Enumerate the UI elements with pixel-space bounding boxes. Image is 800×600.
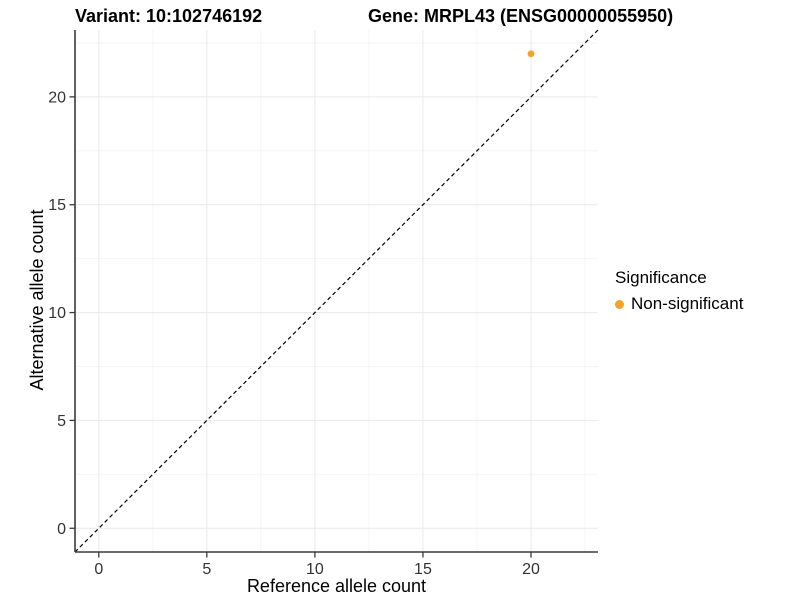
legend: Significance Non-significant — [615, 268, 743, 314]
y-tick-label: 0 — [57, 521, 66, 538]
data-point — [527, 50, 535, 58]
plot-title: Variant: 10:102746192 Gene: MRPL43 (ENSG… — [0, 6, 800, 30]
plot-title-gene: Gene: MRPL43 (ENSG00000055950) — [368, 6, 674, 26]
x-axis-label: Reference allele count — [246, 576, 427, 596]
legend-item: Non-significant — [615, 294, 743, 314]
x-tick-label: 10 — [306, 561, 324, 578]
y-tick-label: 15 — [48, 197, 66, 214]
legend-point-icon — [615, 299, 624, 309]
x-tick-label: 0 — [94, 561, 103, 578]
legend-item-label: Non-significant — [631, 294, 744, 313]
y-tick-label: 5 — [57, 413, 66, 430]
legend-title: Significance — [615, 268, 707, 287]
identity-reference-line — [74, 29, 599, 553]
x-tick-label: 20 — [522, 561, 540, 578]
y-tick-label: 20 — [48, 89, 66, 106]
legend-items: Non-significant — [615, 294, 743, 314]
x-tick-label: 5 — [202, 561, 211, 578]
plot-title-variant: Variant: 10:102746192 — [75, 6, 263, 26]
x-tick-label: 15 — [414, 561, 432, 578]
y-tick-label: 10 — [48, 305, 66, 322]
